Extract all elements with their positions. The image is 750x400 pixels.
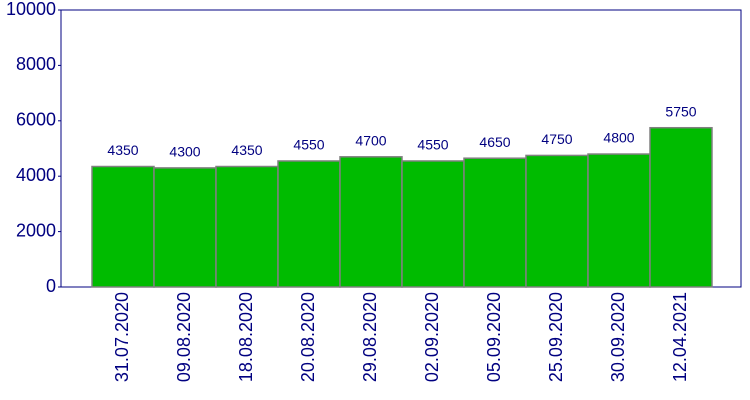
y-tick-label: 2000: [16, 220, 56, 240]
y-tick-label: 0: [46, 276, 56, 296]
y-tick-label: 6000: [16, 110, 56, 130]
y-tick-label: 10000: [6, 0, 56, 19]
bar: [339, 156, 403, 288]
x-tick-label: 18.08.2020: [236, 292, 256, 382]
bar: [463, 157, 527, 288]
x-tick-label: 25.09.2020: [546, 292, 566, 382]
value-label: 4550: [417, 137, 448, 153]
x-tick-label: 30.09.2020: [608, 292, 628, 382]
bar: [277, 160, 341, 288]
x-tick-label: 31.07.2020: [112, 292, 132, 382]
x-tick-label: 05.09.2020: [484, 292, 504, 382]
x-tick-label: 29.08.2020: [360, 292, 380, 382]
value-label: 4700: [355, 133, 386, 149]
x-tick-label: 20.08.2020: [298, 292, 318, 382]
bar: [215, 165, 279, 288]
y-tick-label: 8000: [16, 54, 56, 74]
bar: [525, 154, 589, 288]
value-label: 4750: [541, 131, 572, 147]
x-tick-label: 02.09.2020: [422, 292, 442, 382]
value-label: 4350: [107, 142, 138, 158]
value-label: 4550: [293, 137, 324, 153]
y-tick-label: 4000: [16, 165, 56, 185]
value-label: 4650: [479, 134, 510, 150]
x-tick-label: 09.08.2020: [174, 292, 194, 382]
x-tick-label: 12.04.2021: [670, 292, 690, 382]
bar: [401, 160, 465, 288]
bar: [153, 167, 217, 288]
bar: [587, 153, 651, 288]
bar: [91, 165, 155, 288]
value-label: 5750: [665, 103, 696, 119]
value-label: 4350: [231, 142, 262, 158]
value-label: 4800: [603, 130, 634, 146]
value-label: 4300: [169, 144, 200, 160]
bar: [649, 126, 713, 288]
